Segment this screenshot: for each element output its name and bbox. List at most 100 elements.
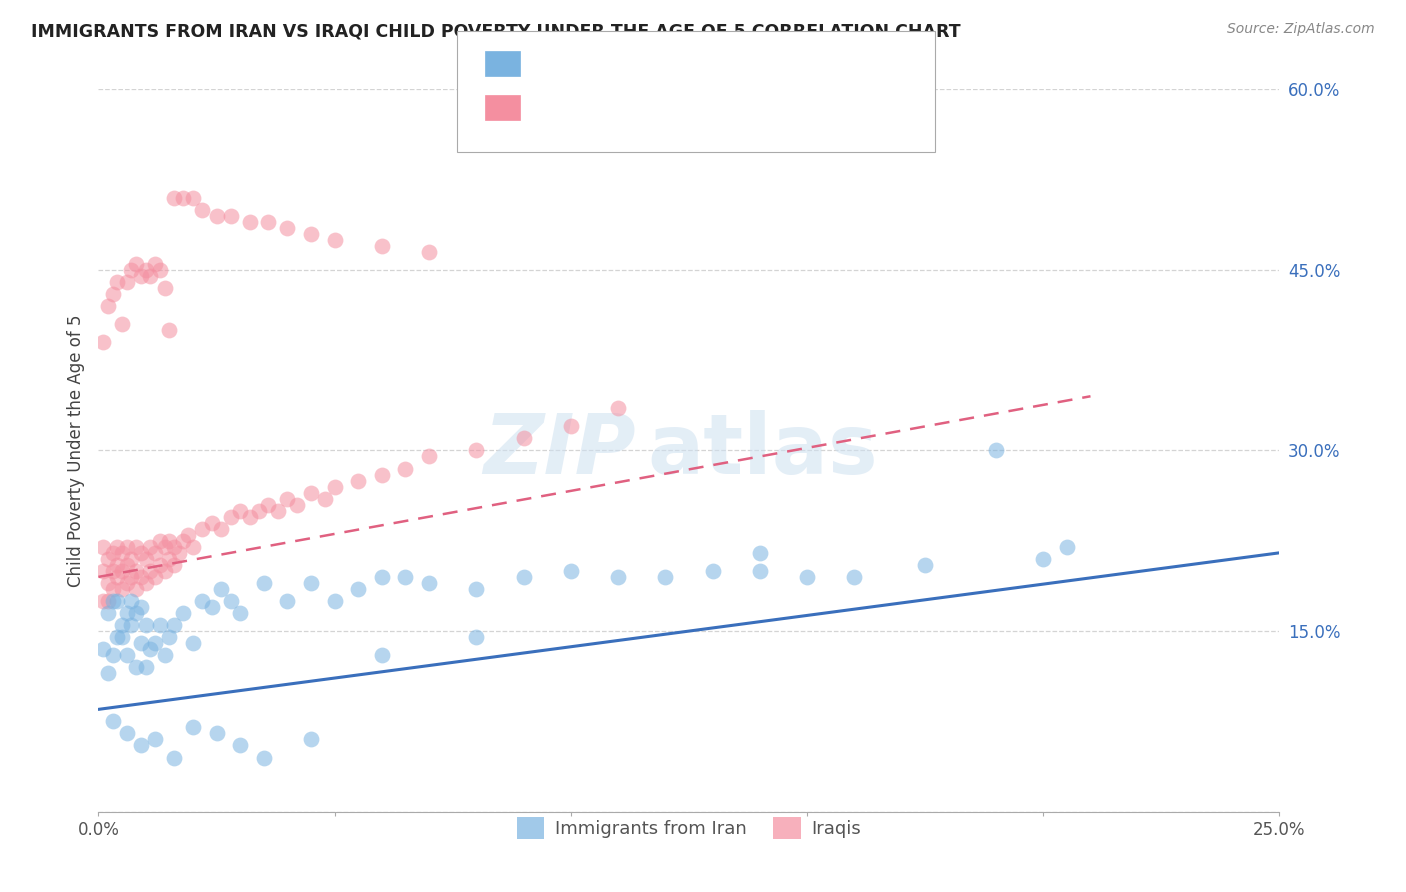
- Point: [153, 564, 176, 578]
- Point: [115, 540, 138, 554]
- Point: [139, 564, 162, 578]
- Point: [512, 431, 534, 445]
- Point: [371, 238, 394, 253]
- Point: [314, 491, 336, 506]
- Point: [1056, 540, 1078, 554]
- Y-axis label: Child Poverty Under the Age of 5: Child Poverty Under the Age of 5: [66, 314, 84, 587]
- Point: [299, 732, 322, 747]
- Point: [748, 564, 770, 578]
- Point: [153, 281, 176, 295]
- Point: [201, 599, 224, 614]
- Point: [143, 732, 166, 747]
- Point: [149, 558, 172, 572]
- Point: [105, 630, 128, 644]
- Point: [149, 262, 172, 277]
- Point: [702, 564, 724, 578]
- Point: [229, 606, 252, 620]
- Point: [276, 220, 298, 235]
- Point: [239, 509, 262, 524]
- Point: [205, 726, 228, 740]
- Point: [129, 739, 152, 753]
- Point: [129, 546, 152, 560]
- Point: [129, 268, 152, 283]
- Point: [253, 576, 276, 591]
- Point: [135, 576, 157, 591]
- Point: [91, 334, 114, 349]
- Point: [654, 570, 676, 584]
- Point: [257, 498, 280, 512]
- Point: [97, 576, 120, 591]
- Point: [191, 594, 214, 608]
- Point: [984, 443, 1007, 458]
- Point: [111, 618, 134, 632]
- Point: [205, 209, 228, 223]
- Point: [111, 630, 134, 644]
- Point: [91, 642, 114, 657]
- Point: [299, 485, 322, 500]
- Point: [101, 594, 124, 608]
- Point: [91, 564, 114, 578]
- Point: [163, 618, 186, 632]
- Point: [418, 244, 440, 259]
- Point: [121, 551, 143, 566]
- Point: [191, 522, 214, 536]
- Point: [101, 582, 124, 596]
- Point: [129, 570, 152, 584]
- Point: [121, 594, 143, 608]
- Point: [323, 480, 346, 494]
- Point: [844, 570, 866, 584]
- Point: [121, 570, 143, 584]
- Text: N = 66: N = 66: [731, 51, 799, 69]
- Point: [607, 570, 630, 584]
- Point: [323, 233, 346, 247]
- Point: [209, 582, 232, 596]
- Point: [394, 570, 416, 584]
- Point: [163, 750, 186, 764]
- Point: [157, 533, 180, 548]
- Point: [371, 648, 394, 662]
- Point: [139, 540, 162, 554]
- Point: [299, 576, 322, 591]
- Point: [465, 582, 488, 596]
- Point: [125, 257, 148, 271]
- Point: [201, 516, 224, 530]
- Point: [172, 190, 194, 204]
- Point: [157, 551, 180, 566]
- Point: [115, 726, 138, 740]
- Point: [105, 540, 128, 554]
- Point: [101, 286, 124, 301]
- Point: [97, 606, 120, 620]
- Point: [163, 190, 186, 204]
- Point: [121, 262, 143, 277]
- Point: [115, 648, 138, 662]
- Point: [229, 503, 252, 517]
- Point: [560, 564, 582, 578]
- Point: [97, 594, 120, 608]
- Point: [101, 714, 124, 729]
- Point: [1032, 551, 1054, 566]
- Point: [181, 636, 204, 650]
- Point: [157, 630, 180, 644]
- Point: [347, 582, 370, 596]
- Point: [177, 527, 200, 541]
- Point: [97, 551, 120, 566]
- Point: [91, 540, 114, 554]
- Text: IMMIGRANTS FROM IRAN VS IRAQI CHILD POVERTY UNDER THE AGE OF 5 CORRELATION CHART: IMMIGRANTS FROM IRAN VS IRAQI CHILD POVE…: [31, 22, 960, 40]
- Point: [125, 606, 148, 620]
- Point: [512, 570, 534, 584]
- Point: [149, 618, 172, 632]
- Point: [125, 660, 148, 674]
- Point: [914, 558, 936, 572]
- Point: [139, 268, 162, 283]
- Point: [121, 618, 143, 632]
- Point: [143, 257, 166, 271]
- Point: [191, 202, 214, 217]
- Point: [560, 419, 582, 434]
- Point: [239, 214, 262, 228]
- Point: [125, 564, 148, 578]
- Point: [796, 570, 818, 584]
- Point: [247, 503, 270, 517]
- Point: [276, 594, 298, 608]
- Point: [209, 522, 232, 536]
- Point: [153, 648, 176, 662]
